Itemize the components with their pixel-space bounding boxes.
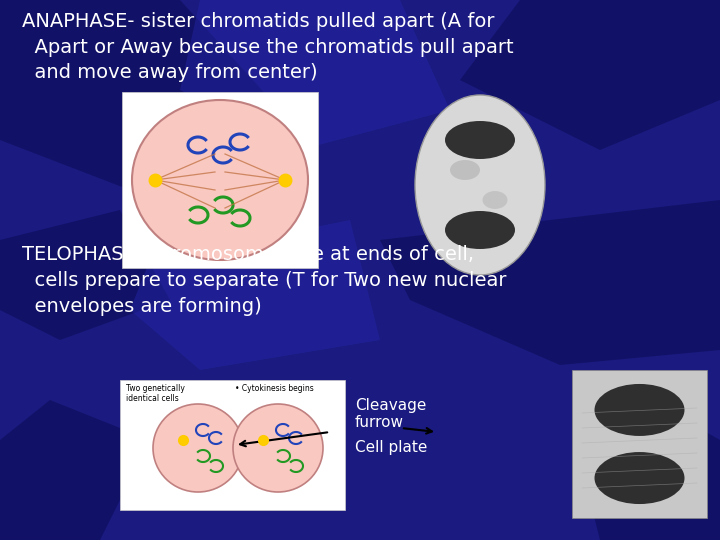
Ellipse shape — [132, 100, 308, 260]
Polygon shape — [580, 400, 720, 540]
Ellipse shape — [445, 121, 515, 159]
Ellipse shape — [482, 191, 508, 209]
Polygon shape — [0, 0, 280, 190]
Text: TELOPHASE- chromosomes are at ends of cell,
  cells prepare to separate (T for T: TELOPHASE- chromosomes are at ends of ce… — [22, 245, 506, 315]
Polygon shape — [380, 200, 720, 365]
Ellipse shape — [595, 452, 685, 504]
Ellipse shape — [153, 404, 243, 492]
FancyBboxPatch shape — [572, 370, 707, 518]
Text: Cell plate: Cell plate — [355, 440, 428, 455]
Polygon shape — [180, 0, 450, 150]
Ellipse shape — [445, 211, 515, 249]
FancyBboxPatch shape — [122, 92, 318, 268]
FancyBboxPatch shape — [120, 380, 345, 510]
Ellipse shape — [415, 95, 545, 275]
Text: ANAPHASE- sister chromatids pulled apart (A for
  Apart or Away because the chro: ANAPHASE- sister chromatids pulled apart… — [22, 12, 513, 83]
Polygon shape — [460, 0, 720, 150]
Text: • Cytokinesis begins: • Cytokinesis begins — [235, 384, 314, 393]
Ellipse shape — [450, 160, 480, 180]
Text: Cleavage
furrow: Cleavage furrow — [355, 398, 426, 430]
Text: Two genetically
identical cells: Two genetically identical cells — [126, 384, 185, 403]
Polygon shape — [130, 220, 380, 370]
Ellipse shape — [595, 384, 685, 436]
Polygon shape — [0, 210, 170, 340]
Polygon shape — [0, 400, 150, 540]
Ellipse shape — [233, 404, 323, 492]
